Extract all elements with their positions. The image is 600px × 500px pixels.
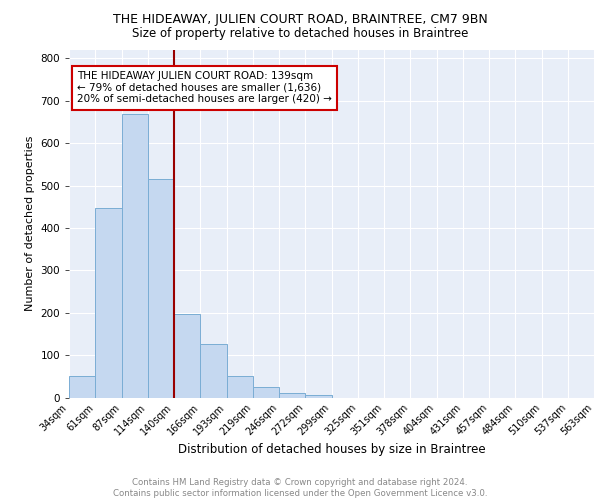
Bar bbox=[174, 314, 200, 398]
Bar bbox=[227, 376, 253, 398]
Text: Contains HM Land Registry data © Crown copyright and database right 2024.
Contai: Contains HM Land Registry data © Crown c… bbox=[113, 478, 487, 498]
Bar bbox=[95, 208, 121, 398]
Bar bbox=[253, 387, 279, 398]
Y-axis label: Number of detached properties: Number of detached properties bbox=[25, 136, 35, 312]
Bar bbox=[305, 394, 331, 398]
Bar bbox=[200, 344, 227, 398]
Bar bbox=[148, 179, 174, 398]
Text: THE HIDEAWAY, JULIEN COURT ROAD, BRAINTREE, CM7 9BN: THE HIDEAWAY, JULIEN COURT ROAD, BRAINTR… bbox=[113, 12, 487, 26]
Bar bbox=[279, 394, 305, 398]
Text: Size of property relative to detached houses in Braintree: Size of property relative to detached ho… bbox=[132, 28, 468, 40]
Bar bbox=[121, 114, 148, 398]
Bar bbox=[69, 376, 95, 398]
Text: THE HIDEAWAY JULIEN COURT ROAD: 139sqm
← 79% of detached houses are smaller (1,6: THE HIDEAWAY JULIEN COURT ROAD: 139sqm ←… bbox=[77, 71, 332, 104]
X-axis label: Distribution of detached houses by size in Braintree: Distribution of detached houses by size … bbox=[178, 443, 485, 456]
